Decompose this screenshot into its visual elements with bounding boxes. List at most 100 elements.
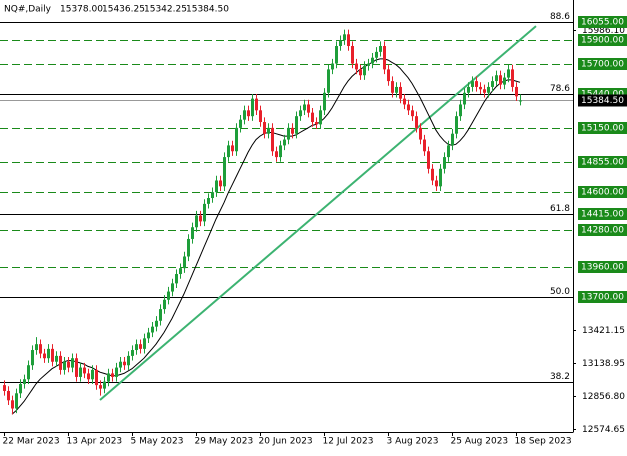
candle-body (299, 110, 302, 117)
candle-body (399, 86, 402, 99)
candle-body (199, 215, 202, 222)
candle-body (371, 57, 374, 64)
candle-body (179, 268, 182, 275)
candle-body (171, 283, 174, 292)
candle-body (271, 127, 274, 152)
candle-body (383, 46, 386, 70)
candle-body (127, 355, 130, 366)
symbol: NQ#,Daily (4, 5, 52, 15)
candle-body (167, 291, 170, 300)
level-label-box (578, 34, 627, 46)
candle-body (71, 358, 74, 368)
candle-body (35, 344, 38, 351)
x-tick-label: 25 Aug 2023 (451, 437, 509, 447)
candle-body (511, 69, 514, 87)
candle-body (191, 227, 194, 239)
candle-body (55, 355, 58, 362)
level-label-box (578, 156, 627, 168)
fib-label: 50.0 (550, 287, 570, 297)
level-label: 15700.00 (581, 60, 624, 70)
candle-body (471, 81, 474, 87)
level-label-box (578, 16, 627, 28)
candle-body (39, 344, 42, 354)
candle-body (419, 127, 422, 140)
candle-body (439, 168, 442, 187)
candle-body (267, 127, 270, 134)
candle-body (275, 151, 278, 158)
candle-body (151, 326, 154, 333)
candle-body (159, 309, 162, 321)
candle-body (15, 393, 18, 409)
level-label-box (578, 122, 627, 134)
candle-body (291, 127, 294, 134)
x-tick-label: 12 Jul 2023 (323, 437, 374, 447)
candle-body (495, 75, 498, 82)
level-label: 14855.00 (581, 158, 624, 168)
candle-body (343, 34, 346, 41)
candle-body (447, 145, 450, 158)
candle-body (139, 344, 142, 349)
candle-body (239, 119, 242, 128)
candle-body (307, 104, 310, 113)
candle-body (455, 116, 458, 134)
header-open: 15378.00 (60, 5, 103, 15)
candle-body (451, 133, 454, 146)
y-tick-label: 13138.95 (582, 359, 625, 369)
candle-body (287, 127, 290, 140)
candle-body (319, 110, 322, 125)
candle-body (283, 139, 286, 146)
level-label: 14280.00 (581, 226, 624, 236)
candle-body (395, 86, 398, 93)
x-tick-label: 13 Apr 2023 (67, 437, 123, 447)
candle-body (3, 385, 6, 391)
y-tick-label: 12856.80 (582, 392, 625, 402)
candle-body (243, 110, 246, 120)
candle-body (247, 110, 250, 117)
candle-body (359, 69, 362, 76)
trendline (99, 25, 537, 401)
candle-body (31, 350, 34, 366)
candle-body (499, 75, 502, 85)
candle-body (367, 63, 370, 66)
fib-label: 88.6 (550, 12, 570, 22)
candle-body (279, 145, 282, 158)
candle-body (47, 348, 50, 359)
level-label: 13960.00 (581, 263, 624, 273)
candle-body (207, 198, 210, 204)
candle-body (315, 122, 318, 125)
candle-body (507, 69, 510, 78)
candle-body (175, 274, 178, 284)
candle-body (411, 110, 414, 117)
candle-body (407, 104, 410, 111)
candle-body (115, 367, 118, 377)
candle-body (295, 116, 298, 134)
candle-body (435, 180, 438, 187)
candle-body (43, 353, 46, 359)
candle-body (23, 379, 26, 384)
candle-body (251, 98, 254, 117)
candle-body (339, 40, 342, 47)
candle-body (475, 81, 478, 87)
candle-body (107, 373, 110, 382)
candle-body (443, 157, 446, 169)
candle-body (487, 86, 490, 93)
candle-body (483, 89, 486, 93)
candle-body (363, 65, 366, 76)
candle-body (415, 116, 418, 128)
candle-body (323, 92, 326, 111)
plot: 88.6 78.6 61.8 50.0 38.2 (0, 12, 573, 415)
candle-body (195, 215, 198, 228)
current-price-label: 15384.50 (581, 96, 624, 106)
candle-body (327, 69, 330, 93)
level-label: 16055.00 (581, 18, 624, 28)
candle-body (7, 390, 10, 401)
candle-body (355, 63, 358, 70)
candle-body (227, 145, 230, 158)
y-tick-label: 12574.65 (582, 425, 625, 435)
candle-body (519, 100, 522, 102)
candle-body (123, 361, 126, 366)
level-label: 14415.00 (581, 210, 624, 220)
candle-body (463, 92, 466, 105)
